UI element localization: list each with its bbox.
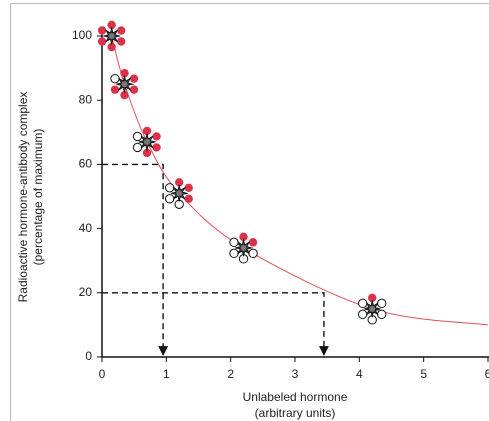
x-axis-title: (arbitrary units) — [255, 406, 336, 420]
x-tick-label: 0 — [99, 367, 106, 381]
x-tick-label: 3 — [292, 367, 299, 381]
y-tick-label: 40 — [79, 221, 93, 235]
unlabeled-hormone — [377, 298, 387, 309]
x-tick-label: 6 — [485, 367, 489, 381]
labeled-hormone — [107, 20, 116, 30]
labeled-hormone — [129, 74, 139, 83]
complex-marker — [110, 68, 139, 100]
y-tick-label: 80 — [79, 92, 93, 106]
labeled-hormone — [248, 238, 258, 247]
guide-line — [102, 292, 329, 356]
labeled-hormone — [97, 26, 107, 35]
unlabeled-hormone — [164, 194, 175, 204]
labeled-hormone — [239, 232, 248, 242]
y-tick-label: 0 — [85, 349, 92, 363]
labeled-hormone — [142, 126, 152, 136]
labeled-hormone — [184, 194, 193, 203]
labeled-hormone — [107, 42, 116, 52]
unlabeled-hormone — [229, 248, 239, 259]
guide-line — [102, 163, 169, 356]
complex-marker — [164, 178, 193, 209]
labeled-hormone — [184, 183, 193, 192]
x-tick-label: 2 — [227, 367, 234, 381]
y-axis-title: Radioactive hormone-antibody complex — [16, 92, 30, 303]
antibody-core — [369, 305, 376, 312]
unlabeled-hormone — [164, 183, 175, 193]
labeled-hormone — [116, 37, 126, 46]
labeled-hormone — [152, 132, 161, 141]
complex-marker — [357, 293, 387, 325]
unlabeled-hormone — [132, 131, 143, 142]
unlabeled-hormone — [248, 248, 258, 259]
y-tick-label: 100 — [72, 28, 92, 42]
labeled-hormone — [129, 85, 139, 94]
labeled-hormone — [175, 178, 184, 187]
fit-curve — [111, 35, 489, 326]
unlabeled-hormone — [357, 309, 368, 320]
unlabeled-hormone — [357, 298, 368, 309]
unlabeled-hormone — [110, 73, 120, 84]
antibody-core — [176, 190, 183, 197]
labeled-hormone — [110, 85, 120, 94]
complex-marker — [132, 126, 161, 158]
complex-marker — [97, 20, 126, 52]
x-axis-title: Unlabeled hormone — [243, 390, 348, 404]
labeled-hormone — [120, 68, 129, 78]
x-tick-label: 1 — [163, 367, 170, 381]
labeled-hormone — [97, 37, 107, 46]
unlabeled-hormone — [229, 237, 239, 248]
antibody-core — [240, 244, 247, 251]
y-axis-title: (percentage of maximum) — [31, 129, 45, 266]
y-tick-label: 20 — [79, 285, 93, 299]
unlabeled-hormone — [377, 309, 387, 320]
labeled-hormone — [142, 148, 152, 158]
x-tick-label: 4 — [356, 367, 363, 381]
labeled-hormone — [152, 143, 161, 152]
labeled-hormone — [120, 90, 129, 100]
complex-marker — [229, 232, 258, 264]
antibody-core — [108, 33, 115, 39]
antibody-core — [144, 138, 151, 145]
x-tick-label: 5 — [420, 367, 427, 381]
unlabeled-hormone — [132, 142, 143, 153]
labeled-hormone — [368, 293, 377, 303]
antibody-core — [121, 81, 128, 88]
y-tick-label: 60 — [79, 157, 93, 171]
labeled-hormone — [116, 26, 126, 35]
